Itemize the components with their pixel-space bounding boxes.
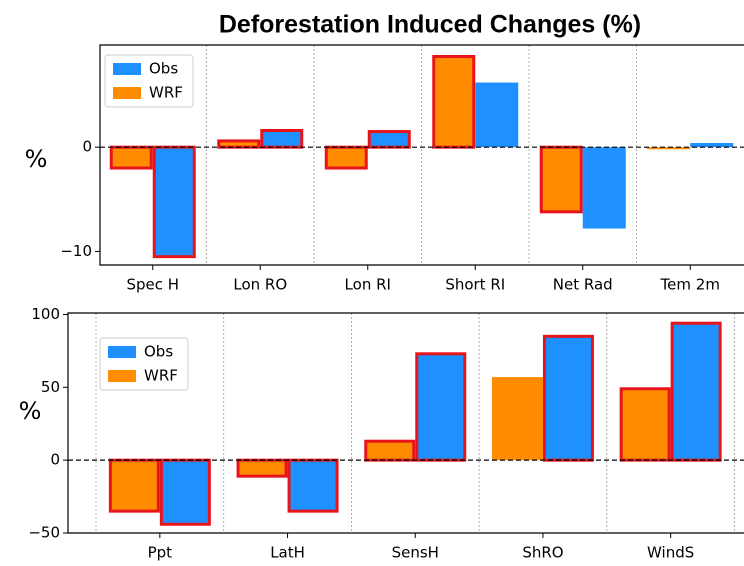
- bar: [260, 128, 304, 149]
- bar: [109, 145, 153, 170]
- legend-swatch: [113, 63, 141, 75]
- bar: [108, 458, 160, 513]
- bar: [367, 130, 411, 149]
- legend-label: Obs: [149, 60, 178, 78]
- legend-swatch: [108, 370, 136, 382]
- bar: [491, 377, 543, 461]
- bar: [287, 458, 339, 513]
- bar: [415, 352, 467, 462]
- bar: [159, 458, 211, 526]
- bar: [364, 439, 416, 462]
- x-tick-label: Lon RI: [345, 276, 391, 294]
- bar: [217, 139, 261, 149]
- bar: [582, 147, 626, 229]
- bar: [324, 145, 368, 170]
- bar: [647, 147, 691, 150]
- x-tick-label: Ppt: [148, 544, 173, 562]
- x-tick-label: LatH: [270, 544, 305, 562]
- bar: [152, 145, 196, 259]
- axes-frame: [67, 312, 744, 534]
- x-tick-label: ShRO: [522, 544, 563, 562]
- x-tick-label: Net Rad: [553, 276, 613, 294]
- y-tick-label: 50: [41, 378, 60, 396]
- bar: [619, 387, 671, 462]
- legend-swatch: [113, 87, 141, 99]
- bar: [670, 321, 722, 462]
- y-axis-label: %: [19, 397, 42, 425]
- bar: [690, 143, 734, 148]
- y-tick-label: −10: [60, 242, 92, 260]
- x-tick-label: Lon RO: [233, 276, 287, 294]
- y-tick-label: 0: [50, 451, 60, 469]
- y-tick-label: 0: [82, 138, 92, 156]
- x-tick-label: Tem 2m: [660, 276, 720, 294]
- legend-swatch: [108, 346, 136, 358]
- bar: [542, 334, 594, 462]
- x-tick-label: WindS: [647, 544, 694, 562]
- axes-frame: [99, 44, 744, 266]
- y-tick-label: 100: [31, 305, 60, 323]
- x-tick-label: Short RI: [445, 276, 505, 294]
- legend-label: Obs: [144, 343, 173, 361]
- y-tick-label: −50: [28, 524, 60, 542]
- y-axis-label: %: [25, 145, 48, 173]
- legend-label: WRF: [144, 367, 178, 385]
- x-tick-label: SensH: [392, 544, 439, 562]
- bar: [236, 458, 288, 478]
- legend-label: WRF: [149, 84, 183, 102]
- bar: [432, 54, 476, 149]
- chart-title: Deforestation Induced Changes (%): [219, 11, 641, 39]
- x-tick-label: Spec H: [126, 276, 179, 294]
- bar: [539, 145, 583, 214]
- bar: [475, 82, 519, 148]
